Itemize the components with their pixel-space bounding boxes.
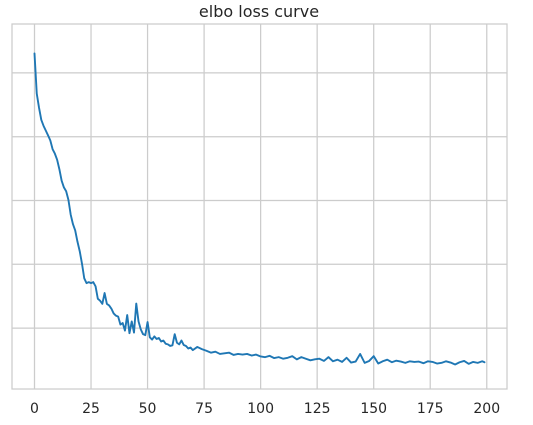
- x-tick-label: 150: [360, 401, 387, 417]
- x-tick-label: 125: [304, 401, 331, 417]
- x-tick-label: 50: [139, 401, 157, 417]
- plot-frame: [11, 23, 508, 390]
- x-tick-label: 25: [82, 401, 100, 417]
- chart-title: elbo loss curve: [199, 2, 319, 21]
- x-tick-label: 175: [417, 401, 444, 417]
- y-gridlines: [12, 72, 507, 329]
- x-tick-label: 75: [195, 401, 213, 417]
- x-tick-labels: 0 25 50 75 100 125 150 175 200: [30, 401, 500, 417]
- plot-background: [12, 24, 507, 389]
- x-tick-label: 100: [247, 401, 274, 417]
- x-tick-label: 200: [473, 401, 500, 417]
- elbo-loss-line: [33, 52, 486, 366]
- x-gridlines: [33, 24, 488, 389]
- x-tick-label: 0: [30, 401, 39, 417]
